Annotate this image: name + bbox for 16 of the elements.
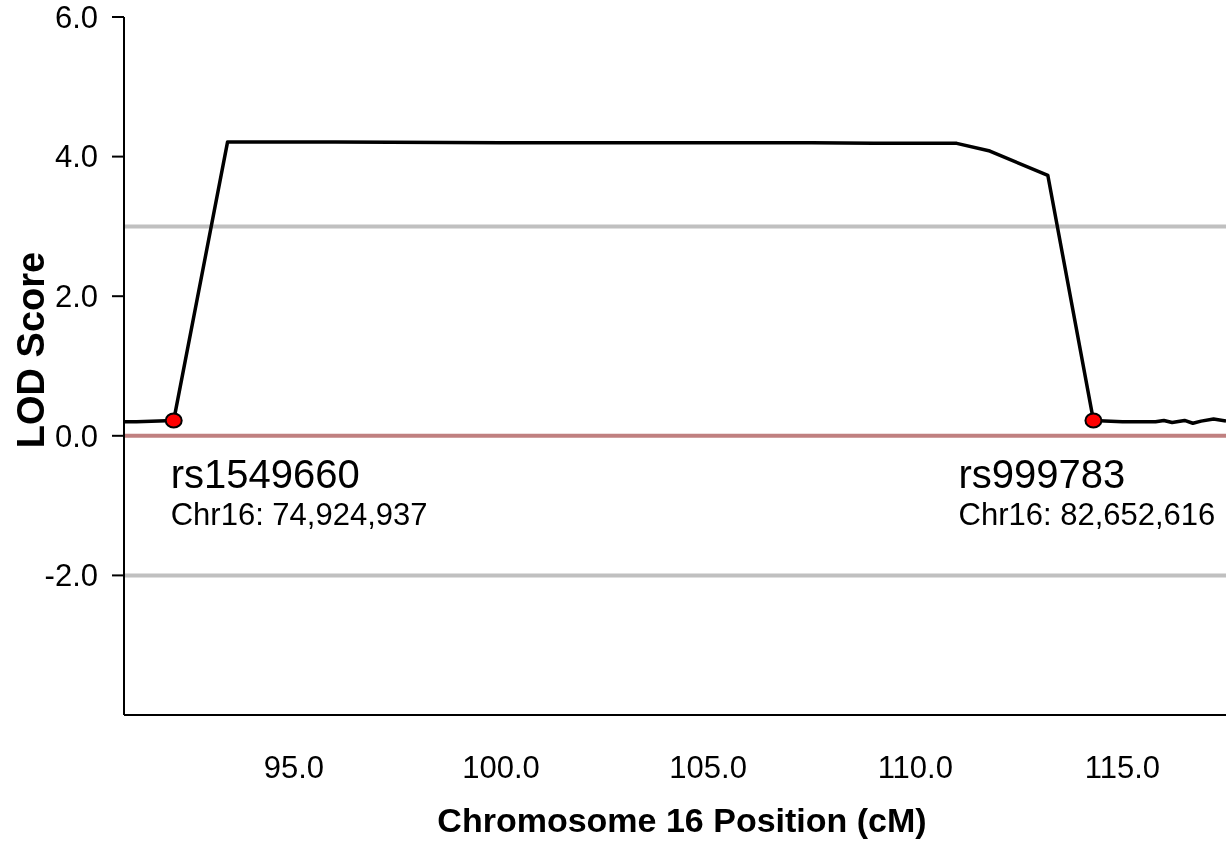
y-axis-title: LOD Score [10,251,52,449]
annotation: rs999783 [958,452,1126,497]
x-tick-label: 95.0 [263,750,325,785]
x-axis-title: Chromosome 16 Position (cM) [437,801,927,839]
y-tick-label: 2.0 [54,279,98,315]
annotation: Chr16: 82,652,616 [958,497,1216,533]
x-tick-label: 105.0 [669,750,747,785]
annotation: rs1549660 [170,452,360,497]
annotation: Chr16: 74,924,937 [170,497,428,533]
y-tick-label: -2.0 [44,558,98,594]
x-tick-label: 115.0 [1084,750,1161,785]
y-tick-label: 6.0 [54,0,98,35]
x-tick-label: 110.0 [877,750,953,785]
y-tick-label: 0.0 [54,418,98,454]
y-tick-label: 4.0 [54,139,98,175]
x-tick-label: 100.0 [462,750,540,785]
